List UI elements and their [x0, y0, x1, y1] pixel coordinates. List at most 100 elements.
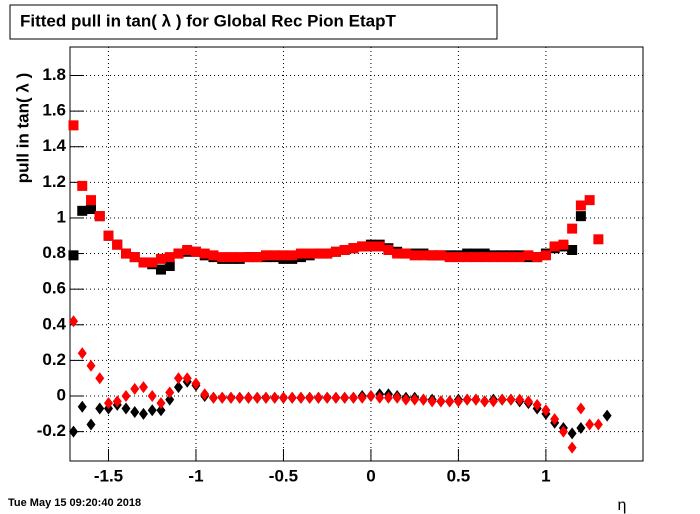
diamond-marker: [550, 413, 560, 426]
diamond-marker: [130, 382, 140, 395]
diamond-marker: [313, 391, 323, 404]
square-marker: [85, 195, 96, 206]
diamond-marker: [95, 372, 105, 385]
diamond-marker: [576, 402, 586, 415]
diamond-marker: [235, 391, 245, 404]
diamond-marker: [576, 422, 586, 435]
diamond-marker: [243, 391, 253, 404]
square-marker: [295, 248, 306, 259]
square-marker: [462, 252, 473, 263]
square-marker: [435, 250, 446, 261]
square-marker: [392, 248, 403, 259]
diamond-marker: [173, 372, 183, 385]
square-marker: [120, 248, 131, 259]
timestamp: Tue May 15 09:20:40 2018: [8, 497, 141, 509]
chart-title: Fitted pull in tan( λ ) for Global Rec P…: [20, 11, 397, 30]
diamond-marker: [278, 391, 288, 404]
diamond-marker: [191, 377, 201, 390]
square-marker: [164, 252, 175, 263]
diamond-marker: [138, 407, 148, 420]
diamond-marker: [68, 425, 78, 438]
square-marker: [68, 250, 79, 261]
diamond-marker: [366, 390, 376, 403]
diamond-marker: [445, 395, 455, 408]
square-marker: [470, 252, 481, 263]
diamond-marker: [567, 441, 577, 454]
square-marker: [567, 244, 578, 255]
square-marker: [479, 252, 490, 263]
diamond-marker: [252, 391, 262, 404]
diamond-marker: [383, 391, 393, 404]
square-marker: [260, 250, 271, 261]
square-marker: [304, 248, 315, 259]
x-tick-label: 0.5: [447, 466, 471, 485]
diamond-marker: [217, 391, 227, 404]
diamond-marker: [322, 391, 332, 404]
square-marker: [418, 250, 429, 261]
square-marker: [173, 248, 184, 259]
square-marker: [339, 244, 350, 255]
diamond-marker: [147, 404, 157, 417]
y-tick-label: 0.8: [42, 243, 66, 262]
square-marker: [234, 252, 245, 263]
diamond-marker: [348, 391, 358, 404]
diamond-marker: [138, 381, 148, 394]
y-tick-label: 1: [57, 207, 66, 226]
square-marker: [514, 252, 525, 263]
diamond-marker: [121, 390, 131, 403]
square-marker: [540, 250, 551, 261]
square-marker: [374, 241, 385, 252]
diamond-marker: [506, 393, 516, 406]
square-marker: [77, 180, 88, 191]
square-marker: [164, 261, 175, 272]
diamond-marker: [480, 395, 490, 408]
square-marker: [488, 252, 499, 263]
diamond-marker: [103, 397, 113, 410]
square-marker: [243, 252, 254, 263]
x-tick-label: -1: [188, 466, 203, 485]
square-marker: [94, 211, 105, 222]
square-marker: [365, 241, 376, 252]
diamond-marker: [68, 315, 78, 328]
square-marker: [549, 241, 560, 252]
diamond-marker: [541, 404, 551, 417]
diamond-marker: [497, 393, 507, 406]
square-marker: [348, 243, 359, 254]
square-marker: [497, 252, 508, 263]
x-tick-label: -1.5: [94, 466, 123, 485]
diamond-marker: [261, 391, 271, 404]
diamond-marker: [147, 390, 157, 403]
diamond-marker: [156, 397, 166, 410]
diamond-marker: [453, 395, 463, 408]
square-marker: [85, 204, 96, 215]
y-tick-label: 0.2: [42, 350, 66, 369]
y-tick-label: 1.4: [42, 136, 66, 155]
square-marker: [558, 239, 569, 250]
diamond-marker: [523, 395, 533, 408]
square-marker: [357, 241, 368, 252]
diamond-marker: [488, 395, 498, 408]
square-marker: [532, 252, 543, 263]
diamond-marker: [86, 359, 96, 372]
square-marker: [147, 257, 158, 268]
square-marker: [575, 211, 586, 222]
square-marker: [217, 252, 228, 263]
square-marker: [330, 246, 341, 257]
square-marker: [575, 200, 586, 211]
title-box: [9, 4, 498, 40]
diamond-marker: [471, 393, 481, 406]
diamond-marker: [270, 391, 280, 404]
diamond-marker: [95, 402, 105, 415]
y-tick-label: -0.2: [37, 421, 66, 440]
square-marker: [182, 244, 193, 255]
square-marker: [453, 252, 464, 263]
diamond-marker: [392, 391, 402, 404]
y-tick-label: 1.8: [42, 65, 66, 84]
diamond-marker: [585, 418, 595, 431]
square-marker: [269, 250, 280, 261]
diamond-marker: [182, 372, 192, 385]
diamond-marker: [86, 418, 96, 431]
diamond-marker: [593, 418, 603, 431]
y-tick-label: 0.4: [42, 314, 66, 333]
